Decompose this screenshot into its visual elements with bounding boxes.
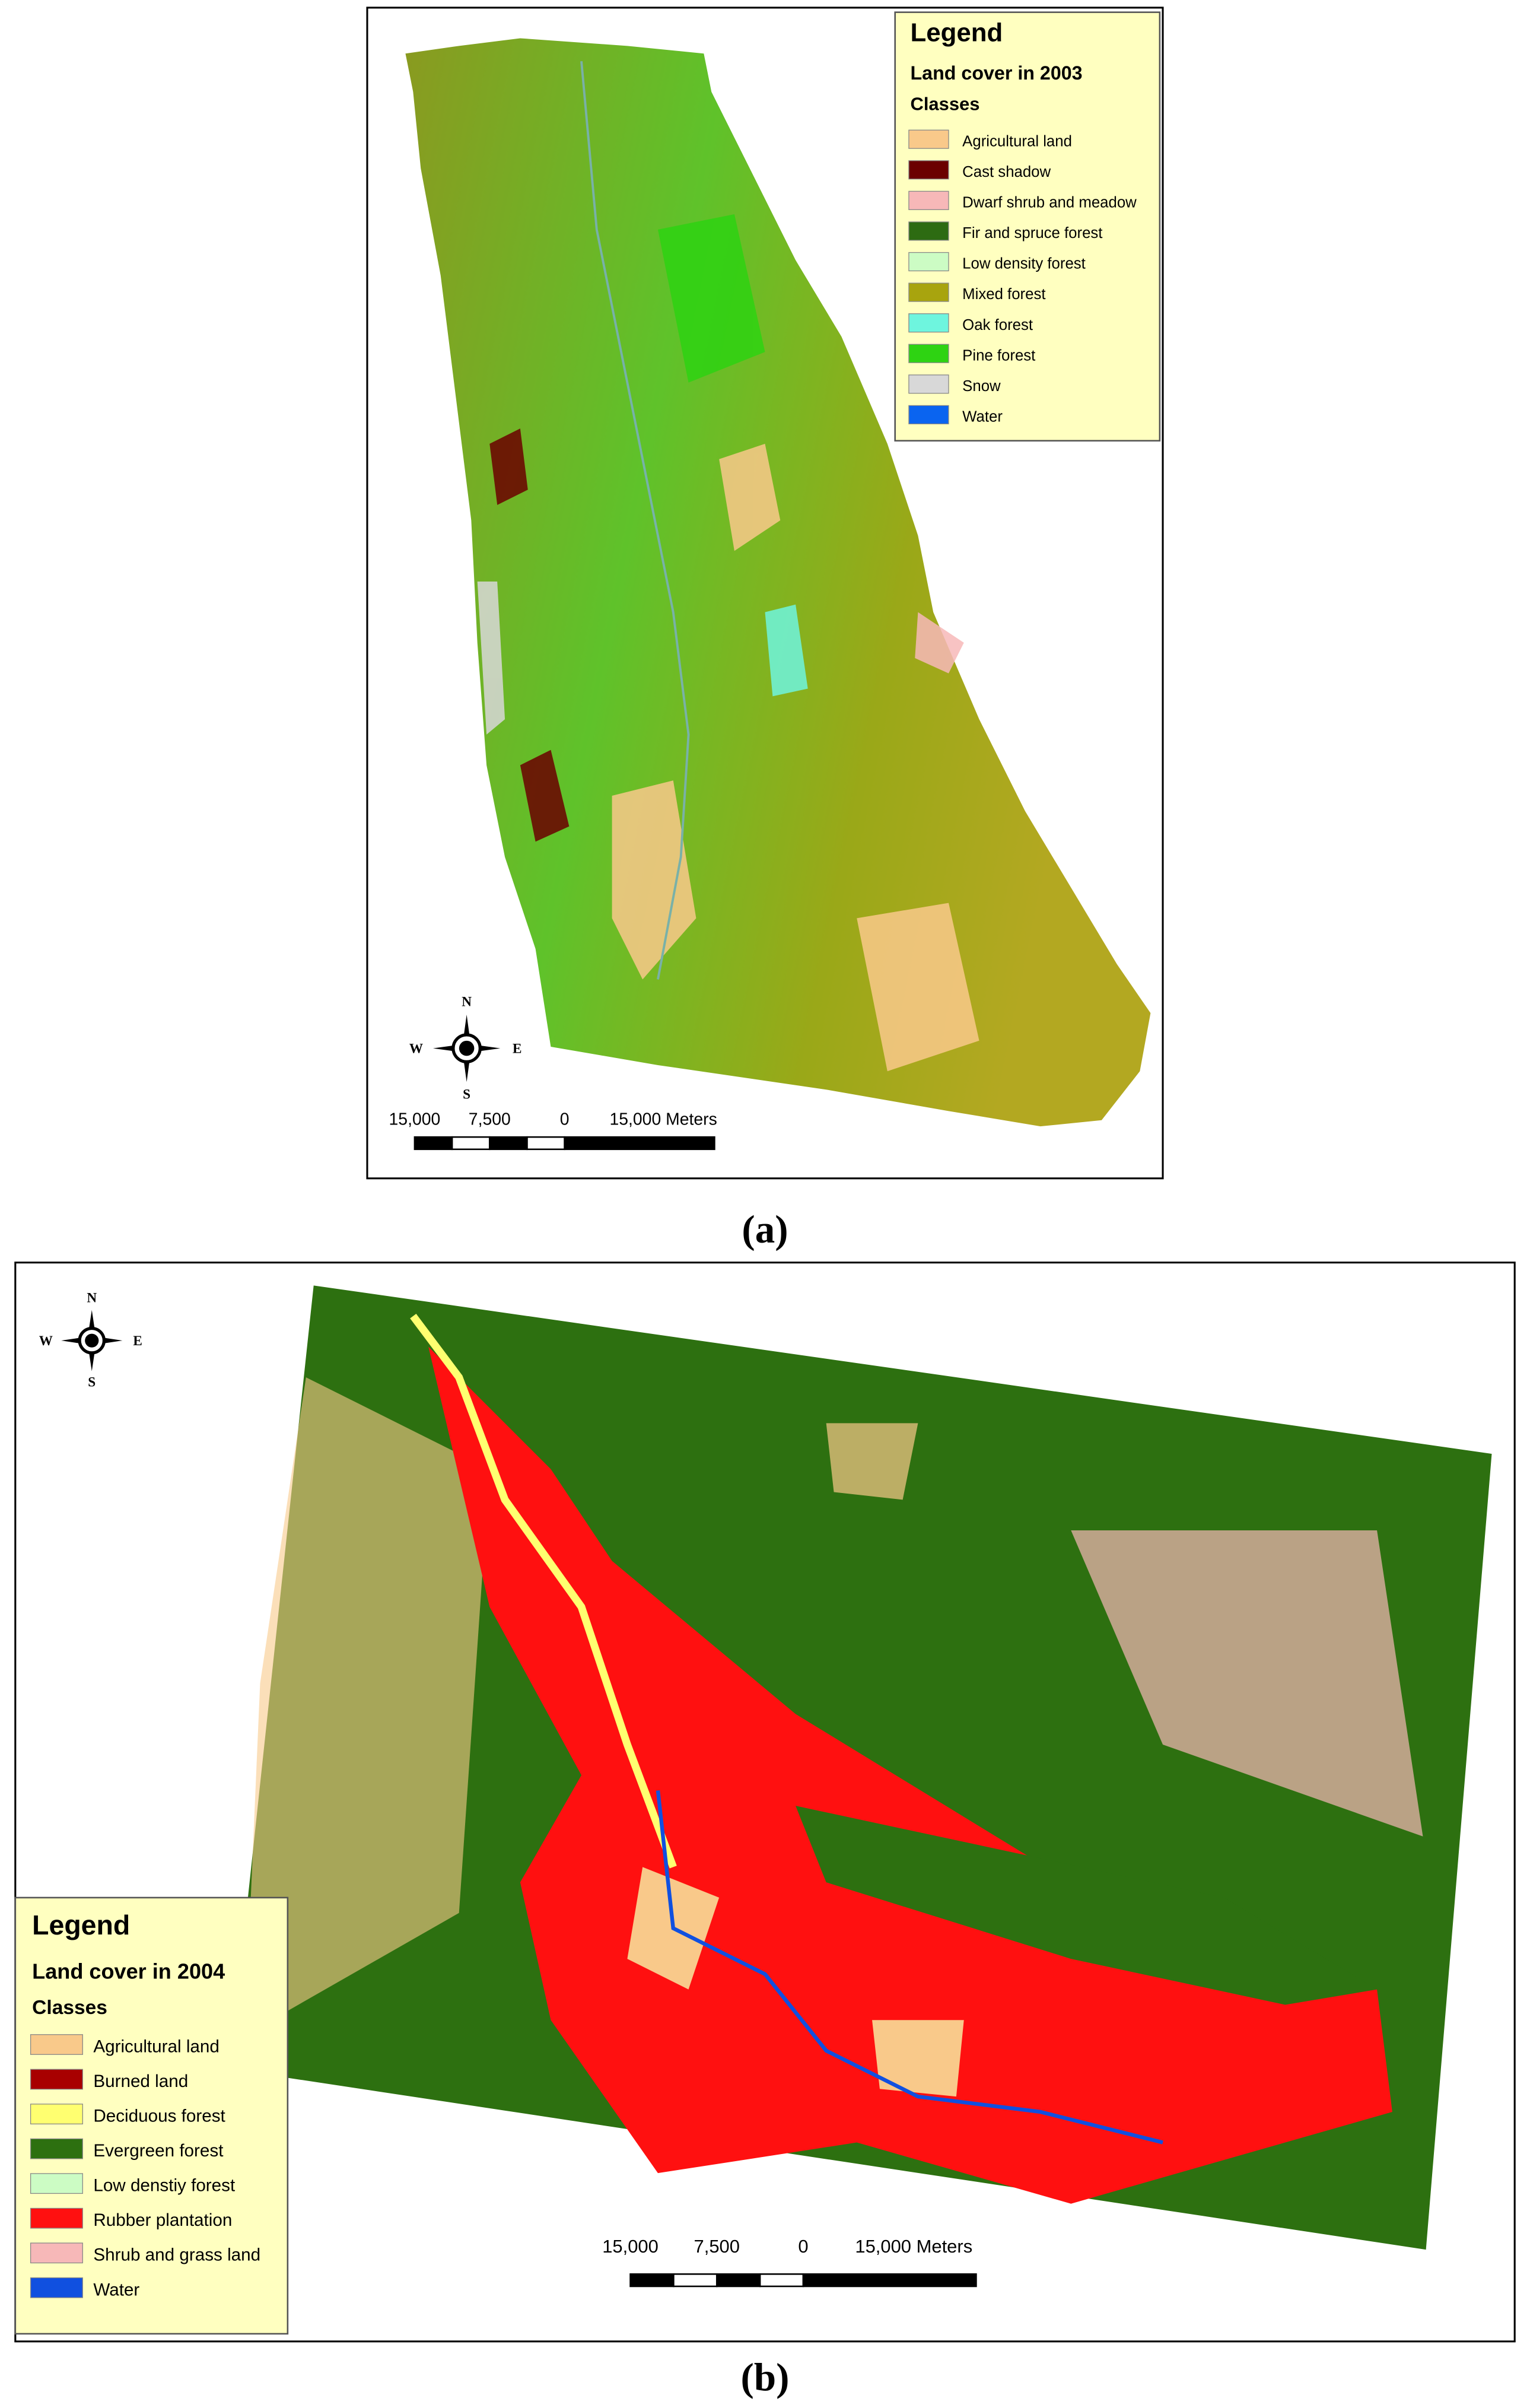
legend-subtitle: Land cover in 2003 xyxy=(911,62,1083,84)
scale-segment xyxy=(629,2273,675,2288)
compass-label: S xyxy=(463,1087,470,1103)
scale-segment xyxy=(802,2273,977,2288)
compass: N S W E xyxy=(409,995,522,1103)
scale-label: 15,000 Meters xyxy=(609,1110,717,1129)
scale-segment xyxy=(526,1136,565,1151)
legend-label: Water xyxy=(93,2280,139,2299)
legend-heading: Classes xyxy=(911,94,980,115)
legend-swatch xyxy=(30,2173,83,2194)
legend-label: Agricultural land xyxy=(93,2037,220,2056)
legend-heading: Classes xyxy=(32,1997,107,2019)
legend: Legend Land cover in 2004 Classes Agricultu… xyxy=(14,1896,289,2335)
legend-label: Agricultural land xyxy=(962,133,1072,150)
legend-label: Dwarf shrub and meadow xyxy=(962,194,1137,211)
legend-title: Legend xyxy=(911,18,1003,47)
legend-label: Cast shadow xyxy=(962,164,1051,180)
scale-label: 15,000 Meters xyxy=(855,2236,972,2257)
legend-label: Rubber plantation xyxy=(93,2210,232,2230)
legend-swatch xyxy=(908,252,949,272)
compass-core xyxy=(85,1333,99,1348)
scale-label: 15,000 xyxy=(602,2236,659,2257)
legend-label: Pine forest xyxy=(962,347,1035,364)
scale-segment xyxy=(715,2273,761,2288)
scale-label: 0 xyxy=(798,2236,808,2257)
legend-swatch xyxy=(908,160,949,180)
scale-label: 15,000 xyxy=(389,1110,441,1129)
legend-label: Evergreen forest xyxy=(93,2141,224,2161)
compass-label: N xyxy=(462,995,472,1010)
compass-label: N xyxy=(87,1291,97,1306)
legend-swatch xyxy=(30,2138,83,2159)
legend-swatch xyxy=(908,190,949,210)
legend-swatch xyxy=(30,2104,83,2124)
legend-label: Low denstiy forest xyxy=(93,2176,236,2196)
caption: (b) xyxy=(741,2355,790,2399)
legend-swatch xyxy=(30,2207,83,2229)
compass-label: W xyxy=(409,1041,423,1056)
legend-swatch xyxy=(908,282,949,302)
legend-label: Deciduous forest xyxy=(93,2107,225,2126)
scale-segment xyxy=(759,2273,804,2288)
scale-segment xyxy=(673,2273,718,2288)
panel-b: Legend Land cover in 2004 Classes Agricultu… xyxy=(14,1262,1516,2343)
legend-title: Legend xyxy=(32,1910,130,1940)
legend: Legend Land cover in 2003 Classes Agricultu… xyxy=(894,11,1161,442)
compass-label: E xyxy=(133,1333,142,1349)
legend-swatch xyxy=(908,344,949,363)
scale-segment xyxy=(451,1136,491,1151)
map-area xyxy=(405,38,1151,1127)
compass-label: S xyxy=(88,1375,96,1390)
scale-segment xyxy=(564,1136,715,1151)
compass-label: W xyxy=(39,1333,53,1349)
legend-swatch xyxy=(30,2069,83,2090)
compass-core xyxy=(459,1040,475,1056)
scale-segment xyxy=(488,1136,528,1151)
legend-label: Fir and spruce forest xyxy=(962,225,1102,242)
scale-label: 7,500 xyxy=(469,1110,511,1129)
panel-a: Legend Land cover in 2003 Classes Agricultu… xyxy=(366,7,1164,1180)
legend-swatch xyxy=(908,313,949,333)
legend-label: Snow xyxy=(962,378,1001,395)
compass-label: E xyxy=(513,1041,521,1056)
legend-label: Oak forest xyxy=(962,317,1033,333)
legend-label: Water xyxy=(962,409,1003,425)
legend-swatch xyxy=(908,129,949,149)
map-patches xyxy=(477,61,979,1072)
scale-bar: 15,000 7,500 0 15,000 Meters xyxy=(389,1110,717,1151)
legend-swatch xyxy=(908,221,949,241)
legend-subtitle: Land cover in 2004 xyxy=(32,1959,225,1984)
legend-label: Mixed forest xyxy=(962,286,1045,303)
scale-label: 0 xyxy=(560,1110,570,1129)
legend-label: Low density forest xyxy=(962,256,1086,272)
map-patches xyxy=(244,1314,1423,2204)
legend-swatch xyxy=(908,405,949,425)
legend-swatch xyxy=(30,2277,83,2298)
scale-label: 7,500 xyxy=(694,2236,740,2257)
legend-label: Shrub and grass land xyxy=(93,2245,260,2265)
legend-swatch xyxy=(908,374,949,394)
legend-swatch xyxy=(30,2034,83,2055)
scale-segment xyxy=(413,1136,453,1151)
scale-bar: 15,000 7,500 0 15,000 Meters xyxy=(602,2236,977,2288)
legend-swatch xyxy=(30,2242,83,2264)
caption: (a) xyxy=(742,1207,788,1251)
legend-label: Burned land xyxy=(93,2072,188,2091)
